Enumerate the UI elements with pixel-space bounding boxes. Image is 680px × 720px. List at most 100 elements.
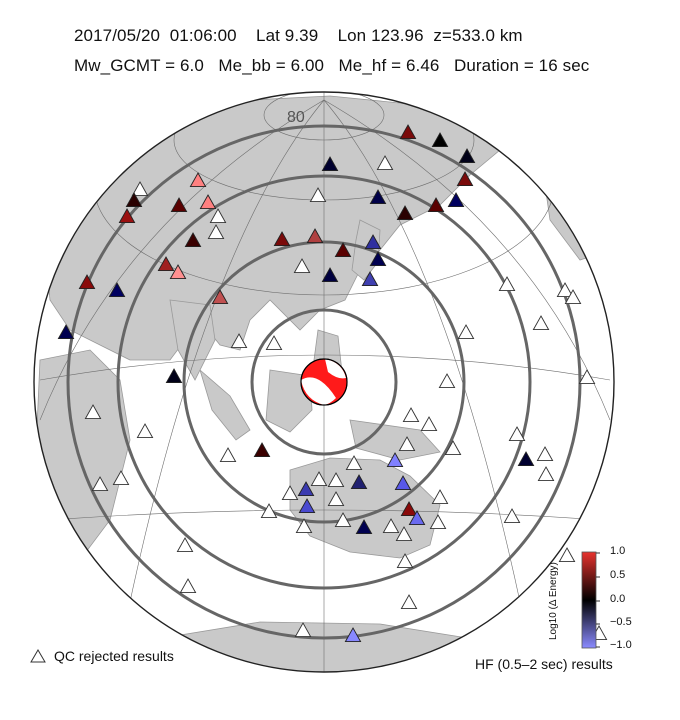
station-triangle bbox=[170, 197, 188, 213]
colorbar-tick-4: −0.5 bbox=[610, 616, 632, 628]
station-triangle bbox=[321, 267, 339, 283]
station-triangle-qc-rejected bbox=[508, 426, 526, 442]
station-triangle bbox=[169, 264, 187, 280]
event-depth: z=533.0 km bbox=[433, 26, 523, 45]
station-triangle-qc-rejected bbox=[219, 447, 237, 463]
station-triangle bbox=[157, 256, 175, 272]
colorbar-ticks bbox=[596, 552, 600, 648]
station-triangle bbox=[253, 442, 271, 458]
station-triangle bbox=[165, 368, 183, 384]
station-triangle-qc-rejected bbox=[558, 547, 576, 563]
focal-mechanism-beachball bbox=[300, 358, 348, 406]
station-triangle-qc-rejected bbox=[260, 503, 278, 519]
station-triangle bbox=[78, 274, 96, 290]
station-triangle bbox=[386, 452, 404, 468]
station-triangle-qc-rejected bbox=[265, 335, 283, 351]
distance-ring-30 bbox=[250, 308, 398, 456]
station-triangle-qc-rejected bbox=[457, 324, 475, 340]
station-triangle bbox=[355, 519, 373, 535]
colorbar-tick-2: 0.5 bbox=[610, 569, 626, 581]
station-triangle bbox=[408, 510, 426, 526]
station-markers bbox=[57, 124, 608, 643]
colorbar-tick-5: −1.0 bbox=[610, 639, 632, 651]
station-triangle-qc-rejected bbox=[395, 526, 413, 542]
station-triangle bbox=[344, 627, 362, 643]
station-triangle bbox=[364, 234, 382, 250]
station-triangle bbox=[184, 232, 202, 248]
station-triangle-qc-rejected bbox=[281, 485, 299, 501]
station-triangle-qc-rejected bbox=[444, 440, 462, 456]
station-triangle-qc-rejected bbox=[420, 416, 438, 432]
station-triangle bbox=[334, 242, 352, 258]
station-triangle-qc-rejected bbox=[429, 514, 447, 530]
station-triangle bbox=[517, 451, 535, 467]
station-triangle-qc-rejected bbox=[293, 258, 311, 274]
station-triangle-qc-rejected bbox=[334, 512, 352, 528]
station-triangle bbox=[108, 282, 126, 298]
station-triangle bbox=[118, 208, 136, 224]
colorbar-title: Log10 (Δ Energy) bbox=[548, 562, 559, 640]
distance-ring-70 bbox=[116, 174, 532, 590]
station-triangle-qc-rejected bbox=[536, 446, 554, 462]
station-triangle-qc-rejected bbox=[295, 518, 313, 534]
station-triangle bbox=[321, 156, 339, 172]
me-bb: Me_bb = 6.00 bbox=[218, 56, 325, 75]
station-triangle bbox=[350, 474, 368, 490]
station-triangle-qc-rejected bbox=[503, 508, 521, 524]
event-lat: Lat 9.39 bbox=[256, 26, 319, 45]
event-date: 2017/05/20 bbox=[74, 26, 161, 45]
station-triangle-qc-rejected bbox=[396, 553, 414, 569]
event-header-line1: 2017/05/20 01:06:00 Lat 9.39 Lon 123.96 … bbox=[74, 26, 523, 46]
station-triangle bbox=[396, 205, 414, 221]
me-hf: Me_hf = 6.46 bbox=[338, 56, 440, 75]
station-triangle bbox=[447, 192, 465, 208]
station-triangle bbox=[427, 197, 445, 213]
station-triangle bbox=[306, 228, 324, 244]
station-triangle bbox=[369, 189, 387, 205]
legend-hf: HF (0.5–2 sec) results bbox=[475, 656, 613, 672]
globe-outline bbox=[33, 91, 615, 673]
colorbar bbox=[581, 551, 597, 649]
station-triangle bbox=[273, 231, 291, 247]
station-triangle-qc-rejected bbox=[136, 423, 154, 439]
latitude-label-80: 80 bbox=[287, 109, 305, 126]
station-triangle bbox=[211, 289, 229, 305]
station-triangle bbox=[199, 194, 217, 210]
land-sumatra bbox=[199, 368, 251, 441]
station-triangle-qc-rejected bbox=[309, 187, 327, 203]
station-triangle bbox=[400, 501, 418, 517]
station-triangle-qc-rejected bbox=[532, 315, 550, 331]
event-header-line2: Mw_GCMT = 6.0 Me_bb = 6.00 Me_hf = 6.46 … bbox=[74, 56, 589, 76]
station-triangle-qc-rejected bbox=[131, 181, 149, 197]
station-triangle-qc-rejected bbox=[400, 594, 418, 610]
station-triangle-qc-rejected bbox=[179, 578, 197, 594]
station-triangle bbox=[456, 171, 474, 187]
station-triangle-qc-rejected bbox=[537, 466, 555, 482]
land-newguinea bbox=[349, 419, 441, 461]
station-triangle-qc-rejected bbox=[556, 282, 574, 298]
station-triangle bbox=[369, 251, 387, 267]
land-india bbox=[169, 299, 216, 381]
station-triangle bbox=[431, 132, 449, 148]
station-triangle bbox=[189, 172, 207, 188]
station-triangle bbox=[298, 498, 316, 514]
station-triangle-qc-rejected bbox=[438, 373, 456, 389]
station-triangle-qc-rejected bbox=[345, 455, 363, 471]
station-triangle-qc-rejected bbox=[498, 276, 516, 292]
station-triangle-qc-rejected bbox=[84, 404, 102, 420]
colorbar-tick-3: 0.0 bbox=[610, 593, 626, 605]
qc-triangle-icon bbox=[30, 649, 46, 663]
event-time: 01:06:00 bbox=[169, 26, 237, 45]
station-triangle-qc-rejected bbox=[91, 476, 109, 492]
station-triangle-qc-rejected bbox=[398, 436, 416, 452]
station-triangle-qc-rejected bbox=[431, 489, 449, 505]
station-triangle bbox=[297, 481, 315, 497]
station-triangle-qc-rejected bbox=[402, 407, 420, 423]
station-triangle-qc-rejected bbox=[209, 208, 227, 224]
station-triangle-qc-rejected bbox=[176, 537, 194, 553]
distance-ring-50 bbox=[182, 240, 466, 524]
station-triangle-qc-rejected bbox=[112, 470, 130, 486]
station-triangle bbox=[399, 124, 417, 140]
station-triangle-qc-rejected bbox=[327, 472, 345, 488]
